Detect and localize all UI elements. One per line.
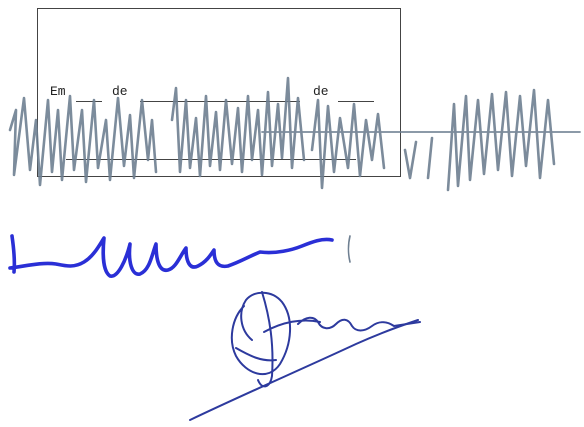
blue-ink-signature <box>8 234 351 278</box>
blank-year <box>338 101 374 102</box>
pencil-signature <box>8 76 581 192</box>
stamp-box <box>37 8 401 177</box>
form-de-2: de <box>313 84 329 99</box>
navy-ink-initials <box>189 291 421 421</box>
blank-month <box>140 101 300 102</box>
blank-day <box>76 101 102 102</box>
form-prefix-em: Em <box>50 84 66 99</box>
form-de-1: de <box>112 84 128 99</box>
